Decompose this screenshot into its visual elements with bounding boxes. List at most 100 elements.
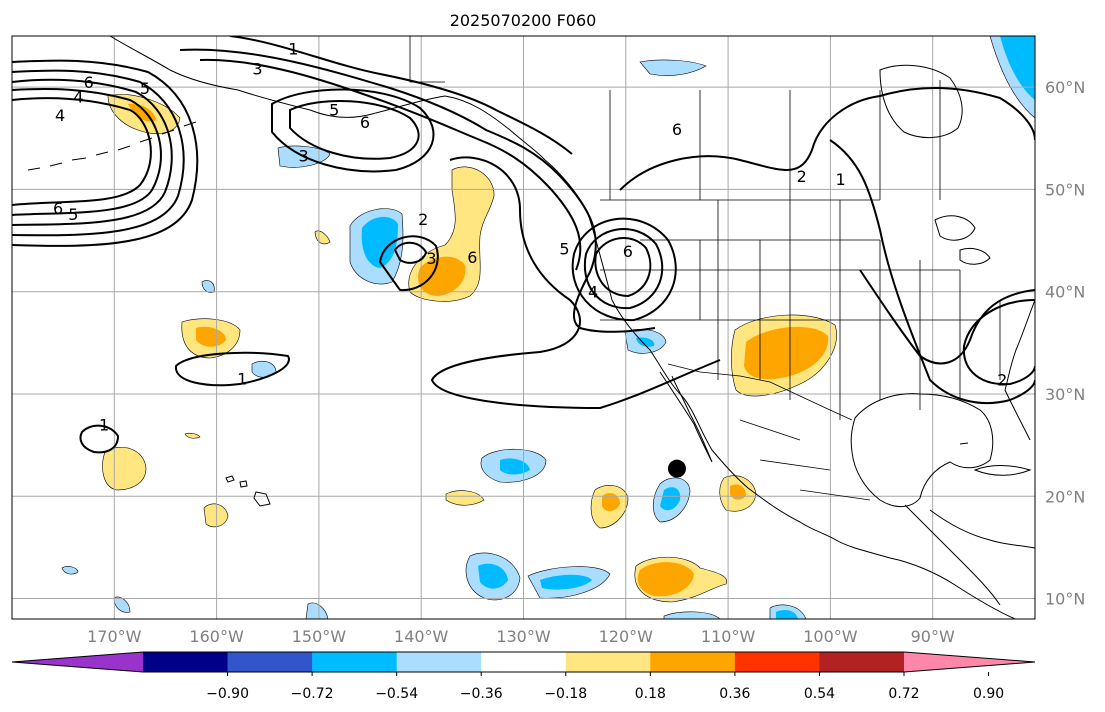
- contour-line: [79, 424, 120, 454]
- contour-line-layer: [12, 36, 1035, 454]
- negative-anomaly-area: [305, 602, 329, 619]
- colorbar-tick-label: −0.36: [460, 686, 503, 702]
- latitude-tick-label: 40°N: [1045, 283, 1085, 302]
- contour-line: [12, 88, 162, 216]
- location-marker: [667, 459, 686, 478]
- colorbar-tick-label: −0.90: [206, 686, 249, 702]
- cuba-coastline: [973, 465, 1032, 476]
- colorbar-bin: [396, 652, 482, 672]
- longitude-tick-label: 140°W: [394, 627, 449, 646]
- positive-anomaly-core: [196, 326, 226, 347]
- negative-anomaly-core: [540, 574, 592, 590]
- positive-anomaly-core: [602, 493, 620, 512]
- contour-line: [12, 78, 173, 226]
- colorbar-bin: [481, 652, 567, 672]
- contour-line: [619, 87, 1035, 191]
- contour-label: 2: [418, 210, 428, 229]
- contour-label: 5: [140, 79, 150, 98]
- contour-line: [12, 97, 152, 206]
- latitude-tick-label: 30°N: [1045, 385, 1085, 404]
- colorbar-tick-label: −0.18: [544, 686, 587, 702]
- colorbar-extension-low: [12, 652, 143, 672]
- hawaii-islands: [225, 475, 271, 507]
- positive-anomaly-core: [418, 256, 466, 296]
- map-title: 2025070200 F060: [450, 11, 597, 30]
- contour-label: 6: [53, 199, 63, 218]
- alaska-coastline: [109, 36, 546, 161]
- mexico-state-borders: [739, 419, 871, 501]
- map-frame-border: [11, 35, 1036, 620]
- contour-label: 2: [997, 371, 1007, 390]
- great-lakes: [934, 215, 991, 265]
- contour-label: 5: [68, 205, 78, 224]
- contour-label: 1: [288, 39, 298, 58]
- colorbar-bin: [650, 652, 736, 672]
- negative-anomaly-core: [361, 216, 398, 268]
- contour-label: 3: [298, 147, 308, 166]
- contour-line: [393, 241, 428, 264]
- contour-label: 6: [623, 242, 633, 261]
- contour-label: 4: [588, 283, 598, 302]
- us-canada-border: [409, 36, 881, 201]
- negative-anomaly-area: [113, 596, 131, 613]
- contour-label: 6: [467, 248, 477, 267]
- colorbar-tick-label: −0.72: [291, 686, 334, 702]
- east-coast-coastline: [1004, 299, 1035, 391]
- us-state-borders: [600, 200, 1001, 420]
- coastline-layer: [27, 36, 1035, 619]
- contour-line: [179, 48, 656, 333]
- baja-california-coastline: [659, 371, 713, 463]
- longitude-tick-labels: 170°W 160°W 150°W 140°W 130°W 120°W 110°W 100°W…: [87, 627, 955, 646]
- contour-label: 4: [73, 87, 83, 106]
- contour-line: [199, 58, 582, 271]
- contour-label: 1: [237, 370, 247, 389]
- us-mexico-border: [667, 363, 853, 421]
- central-america-coastline: [904, 504, 1035, 606]
- contour-label: 3: [252, 60, 262, 79]
- colorbar-tick-label: 0.72: [888, 686, 919, 702]
- colorbar-tick-label: −0.54: [375, 686, 418, 702]
- political-border-layer: [409, 36, 1001, 501]
- marker-island: [959, 442, 969, 445]
- positive-anomaly-core: [637, 562, 694, 597]
- negative-anomaly-core: [500, 458, 530, 475]
- colorbar-bin: [227, 652, 313, 672]
- contour-label: 6: [672, 120, 682, 139]
- contour-label: 5: [329, 101, 339, 120]
- positive-anomaly-core: [744, 326, 829, 380]
- gulf-of-mexico-coastline: [850, 393, 994, 507]
- contour-line: [12, 59, 199, 247]
- contour-label: 3: [426, 249, 436, 268]
- graticule: [12, 36, 1035, 619]
- colorbar-extension-high: [904, 652, 1035, 672]
- colorbar-bin: [734, 652, 820, 672]
- latitude-tick-label: 10°N: [1045, 590, 1085, 609]
- negative-anomaly-core: [478, 563, 508, 589]
- hudson-bay-coastline: [879, 64, 963, 138]
- longitude-tick-label: 160°W: [189, 627, 244, 646]
- contour-line: [571, 217, 677, 322]
- florida-coastline: [1004, 389, 1031, 441]
- contour-label: 5: [559, 240, 569, 259]
- latitude-tick-label: 60°N: [1045, 78, 1085, 97]
- colorbar-outline: [11, 651, 1036, 673]
- colorbar-bin: [143, 652, 229, 672]
- contour-line: [174, 351, 290, 387]
- contour-line: [378, 235, 439, 292]
- contour-line: [594, 236, 652, 298]
- colorbar-tick-labels: −0.90 −0.72 −0.54 −0.36 −0.18 0.18 0.36 0.54 0.7…: [206, 672, 1004, 702]
- positive-anomaly-area: [102, 447, 147, 491]
- longitude-tick-label: 120°W: [599, 627, 654, 646]
- contour-label: 1: [836, 170, 846, 189]
- negative-anomaly-core: [660, 487, 681, 511]
- colorbar-tick-label: 0.36: [719, 686, 750, 702]
- contour-line: [289, 99, 420, 160]
- contour-line: [271, 88, 435, 173]
- colorbar-bin: [312, 652, 398, 672]
- contour-label: 2: [797, 167, 807, 186]
- longitude-tick-label: 150°W: [292, 627, 347, 646]
- longitude-tick-label: 90°W: [911, 627, 955, 646]
- negative-anomaly-area: [663, 611, 721, 619]
